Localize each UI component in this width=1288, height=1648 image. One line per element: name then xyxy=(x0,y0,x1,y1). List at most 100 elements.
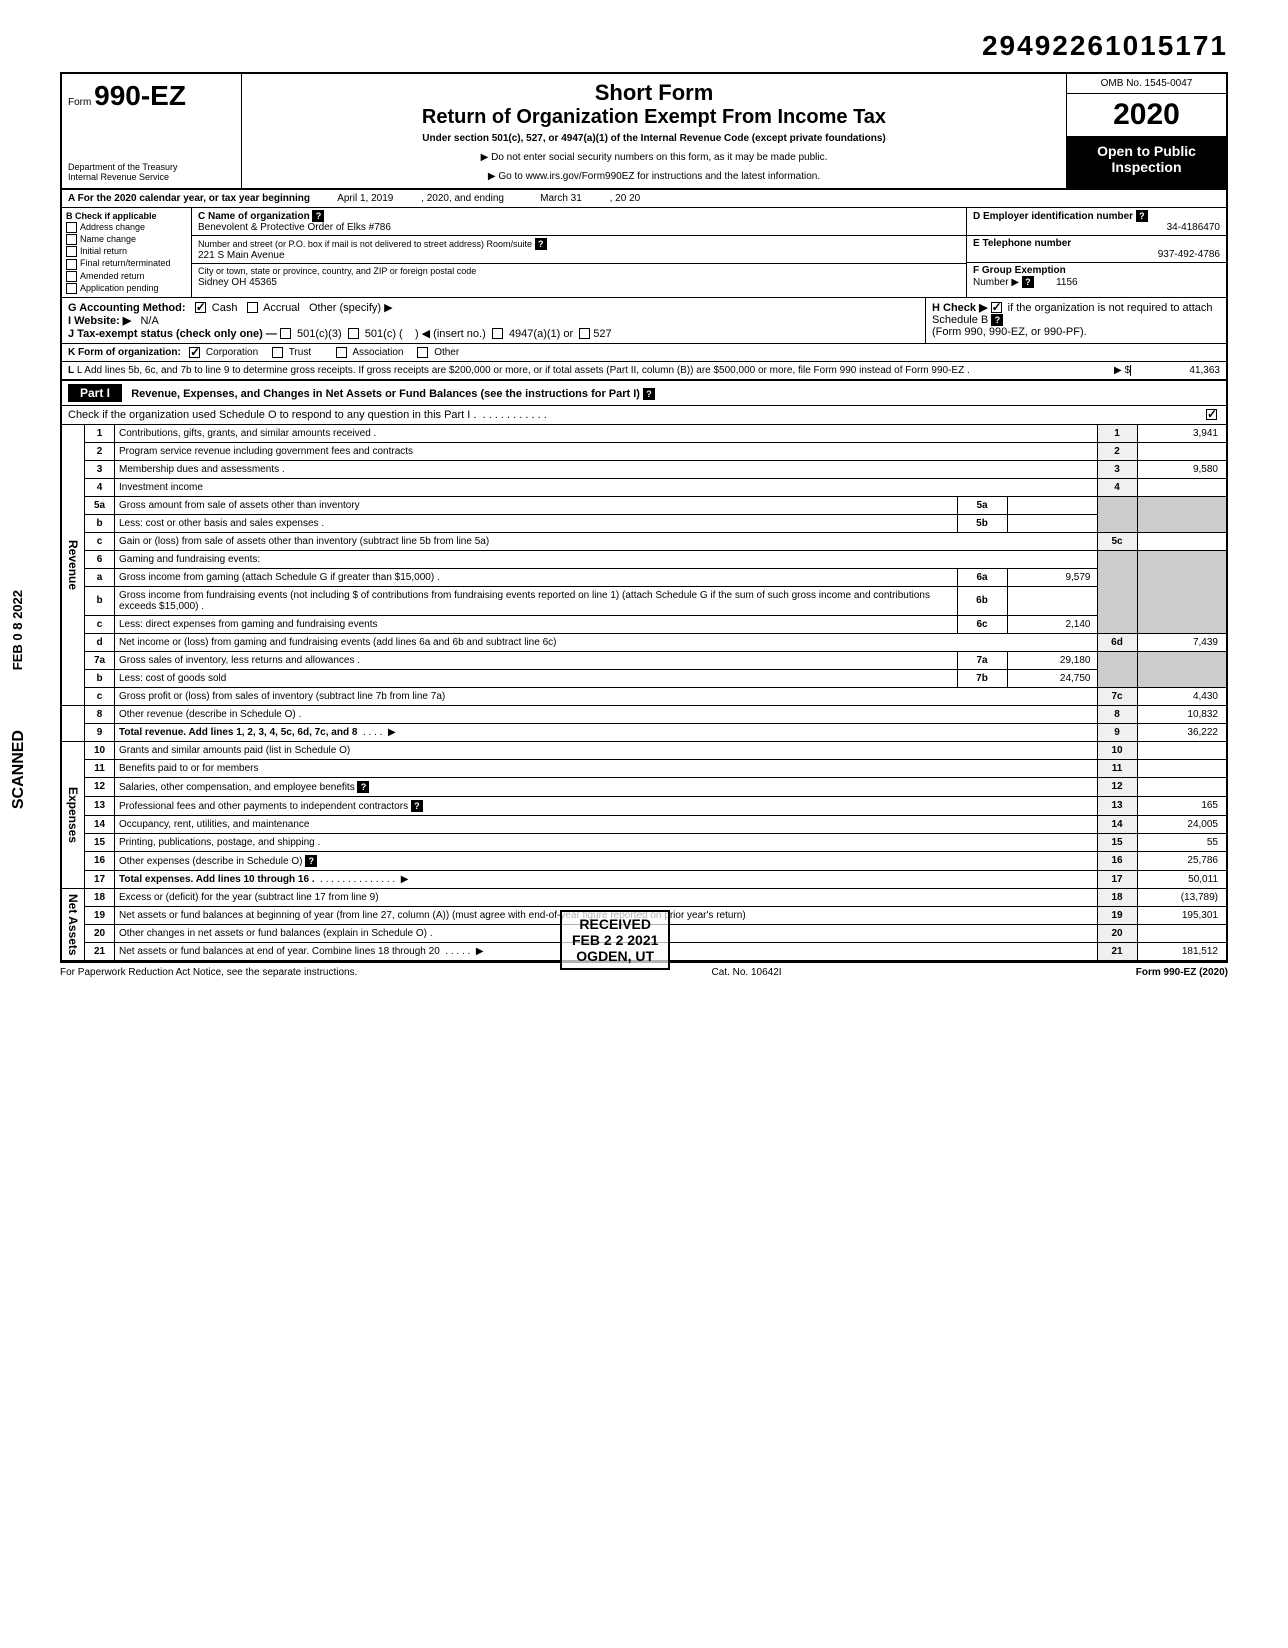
j-o3: 4947(a)(1) or xyxy=(509,328,573,340)
line4-box: 4 xyxy=(1097,478,1137,496)
help-icon[interactable]: ? xyxy=(357,781,369,793)
note-url: ▶ Go to www.irs.gov/Form990EZ for instru… xyxy=(252,171,1056,182)
title-short-form: Short Form xyxy=(252,80,1056,106)
checkbox-final[interactable] xyxy=(66,259,77,270)
checkbox-other-org[interactable] xyxy=(417,347,428,358)
line16-box: 16 xyxy=(1097,851,1137,870)
checkbox-4947[interactable] xyxy=(492,328,503,339)
checkbox-schedule-o[interactable] xyxy=(1206,409,1217,420)
h-sub: (Form 990, 990-EZ, or 990-PF). xyxy=(932,326,1087,338)
checkbox-initial[interactable] xyxy=(66,246,77,257)
line7c-num: c xyxy=(85,687,115,705)
line13-num: 13 xyxy=(85,796,115,815)
line-a-end: March 31 xyxy=(540,193,582,204)
f-sub: Number ▶ xyxy=(973,277,1019,288)
line5b-subbox: 5b xyxy=(957,514,1007,532)
side-net-assets: Net Assets xyxy=(61,888,85,961)
g-other: Other (specify) ▶ xyxy=(309,302,393,314)
stamp-received: RECEIVED FEB 2 2 2021 OGDEN, UT xyxy=(560,910,670,970)
checkbox-501c[interactable] xyxy=(348,328,359,339)
checkbox-corp[interactable] xyxy=(189,347,200,358)
line6c-desc: Less: direct expenses from gaming and fu… xyxy=(115,615,958,633)
subtitle: Under section 501(c), 527, or 4947(a)(1)… xyxy=(252,133,1056,144)
stamp-received-date: FEB 2 2 2021 xyxy=(572,932,658,948)
opt-final: Final return/terminated xyxy=(80,258,171,268)
addr-label: Number and street (or P.O. box if mail i… xyxy=(198,239,532,249)
line13-box: 13 xyxy=(1097,796,1137,815)
help-icon[interactable]: ? xyxy=(305,855,317,867)
line7c-amt: 4,430 xyxy=(1137,687,1227,705)
k-other: Other xyxy=(434,347,459,358)
checkbox-h[interactable] xyxy=(991,302,1002,313)
help-icon[interactable]: ? xyxy=(535,238,547,250)
k-assoc: Association xyxy=(352,347,403,358)
line21-desc: Net assets or fund balances at end of ye… xyxy=(119,946,440,957)
line19-box: 19 xyxy=(1097,906,1137,924)
help-icon[interactable]: ? xyxy=(991,314,1003,326)
line-a-label: A For the 2020 calendar year, or tax yea… xyxy=(68,193,310,204)
b-label: B Check if applicable xyxy=(66,211,157,221)
line12-desc: Salaries, other compensation, and employ… xyxy=(119,782,355,793)
line5b-subamt xyxy=(1007,514,1097,532)
l-arrow: ▶ $ xyxy=(1070,365,1130,376)
line11-num: 11 xyxy=(85,759,115,777)
checkbox-trust[interactable] xyxy=(272,347,283,358)
form-prefix: Form xyxy=(68,97,91,108)
line6c-num: c xyxy=(85,615,115,633)
checkbox-pending[interactable] xyxy=(66,283,77,294)
checkbox-501c3[interactable] xyxy=(280,328,291,339)
line18-amt: (13,789) xyxy=(1137,888,1227,906)
line2-desc: Program service revenue including govern… xyxy=(115,442,1098,460)
line3-desc: Membership dues and assessments . xyxy=(115,460,1098,478)
line1-desc: Contributions, gifts, grants, and simila… xyxy=(115,425,1098,443)
line1-num: 1 xyxy=(85,425,115,443)
website-value: N/A xyxy=(140,315,158,327)
k-trust: Trust xyxy=(289,347,311,358)
stamp-received-loc: OGDEN, UT xyxy=(572,948,658,964)
line11-box: 11 xyxy=(1097,759,1137,777)
checkbox-assoc[interactable] xyxy=(336,347,347,358)
checkbox-cash[interactable] xyxy=(195,302,206,313)
line6a-subbox: 6a xyxy=(957,568,1007,586)
line17-desc: Total expenses. Add lines 10 through 16 … xyxy=(119,874,315,885)
line10-amt xyxy=(1137,741,1227,759)
help-icon[interactable]: ? xyxy=(1022,276,1034,288)
l-value: 41,363 xyxy=(1130,365,1220,376)
j-o2: 501(c) ( xyxy=(365,328,403,340)
line19-amt: 195,301 xyxy=(1137,906,1227,924)
line5c-amt xyxy=(1137,532,1227,550)
footer-mid: Cat. No. 10642I xyxy=(712,967,782,978)
help-icon[interactable]: ? xyxy=(1136,210,1148,222)
line8-num: 8 xyxy=(85,705,115,723)
phone-value: 937-492-4786 xyxy=(973,249,1220,260)
checkbox-527[interactable] xyxy=(579,328,590,339)
h-label: H Check ▶ xyxy=(932,302,988,314)
c-label: C Name of organization xyxy=(198,211,310,222)
opt-pending: Application pending xyxy=(80,283,159,293)
line7a-desc: Gross sales of inventory, less returns a… xyxy=(115,651,958,669)
line2-amt xyxy=(1137,442,1227,460)
line5c-num: c xyxy=(85,532,115,550)
line15-amt: 55 xyxy=(1137,833,1227,851)
line16-desc: Other expenses (describe in Schedule O) xyxy=(119,856,302,867)
l-text: L Add lines 5b, 6c, and 7b to line 9 to … xyxy=(77,365,970,376)
j-o4: 527 xyxy=(593,328,611,340)
line17-box: 17 xyxy=(1097,870,1137,888)
line11-amt xyxy=(1137,759,1227,777)
line5a-desc: Gross amount from sale of assets other t… xyxy=(115,496,958,514)
checkbox-name-change[interactable] xyxy=(66,234,77,245)
opt-amended: Amended return xyxy=(80,271,145,281)
help-icon[interactable]: ? xyxy=(643,388,655,400)
line15-num: 15 xyxy=(85,833,115,851)
line-a-begin: April 1, 2019 xyxy=(337,193,393,204)
part1-check-text: Check if the organization used Schedule … xyxy=(68,409,476,421)
checkbox-amended[interactable] xyxy=(66,271,77,282)
checkbox-accrual[interactable] xyxy=(247,302,258,313)
line1-amt: 3,941 xyxy=(1137,425,1227,443)
help-icon[interactable]: ? xyxy=(411,800,423,812)
checkbox-address-change[interactable] xyxy=(66,222,77,233)
line3-num: 3 xyxy=(85,460,115,478)
help-icon[interactable]: ? xyxy=(312,210,324,222)
line7a-subbox: 7a xyxy=(957,651,1007,669)
form-header: Form 990-EZ Department of the Treasury I… xyxy=(60,72,1228,190)
